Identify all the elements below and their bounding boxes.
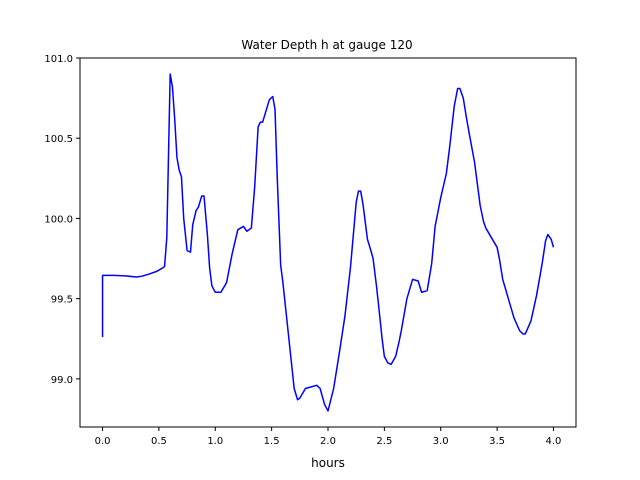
- y-tick-label: 99.5: [51, 295, 73, 306]
- y-tick-label: 99.0: [51, 375, 73, 386]
- x-tick-label: 0.5: [151, 436, 167, 447]
- x-axis-label: hours: [311, 456, 345, 470]
- x-tick-label: 0.0: [95, 436, 111, 447]
- series-line: [101, 73, 555, 412]
- y-tick-label: 101.0: [44, 54, 73, 65]
- x-tick-label: 3.5: [489, 436, 505, 447]
- plot-frame: [79, 57, 577, 428]
- y-tick-label: 100.0: [44, 214, 73, 225]
- y-tick-label: 100.5: [44, 134, 73, 145]
- x-tick-label: 2.5: [376, 436, 392, 447]
- x-tick-label: 1.5: [264, 436, 280, 447]
- x-tick-label: 1.0: [207, 436, 223, 447]
- x-tick-label: 2.0: [320, 436, 336, 447]
- axis-ticks: 0.0 0.5 1.0 1.5 2.0 2.5 3.0 3.5 4.0 99.0 99.5 100.0…: [44, 54, 561, 447]
- x-tick-label: 4.0: [546, 436, 562, 447]
- x-tick-label: 3.0: [433, 436, 449, 447]
- chart-title: Water Depth h at gauge 120: [241, 38, 412, 52]
